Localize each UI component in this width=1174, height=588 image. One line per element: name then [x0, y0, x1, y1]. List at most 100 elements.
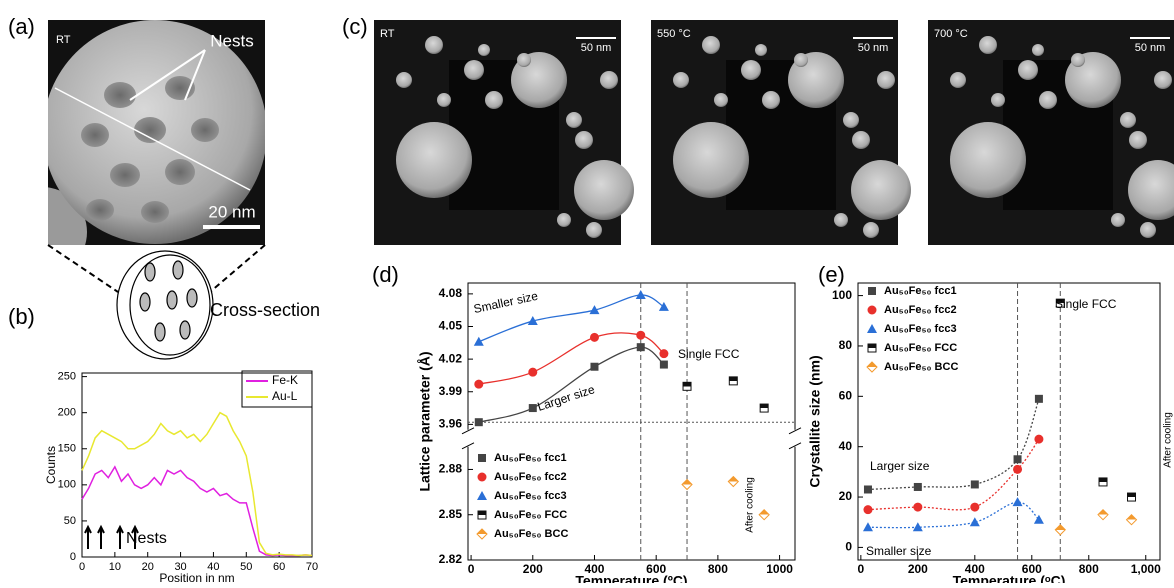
legend-label: Au₅₀Fe₅₀ fcc2 [494, 471, 567, 483]
annotation: Cross-section [210, 300, 320, 320]
x-tick-label: 50 [240, 561, 252, 573]
x-tick-label: 800 [1079, 562, 1099, 576]
particle [1129, 131, 1147, 149]
fit-curve [867, 438, 1040, 511]
particle [485, 91, 503, 109]
particle [1071, 53, 1085, 67]
scale-label: 50 nm [581, 42, 612, 54]
annotation: Nests [210, 31, 253, 50]
point [969, 517, 980, 527]
x-tick-label: 30 [174, 561, 186, 573]
particle [586, 222, 602, 238]
x-tick-label: 400 [584, 562, 604, 576]
y-tick-label: 80 [839, 338, 853, 352]
particle [702, 36, 720, 54]
point [635, 289, 646, 299]
axis [467, 446, 796, 561]
arrow [97, 524, 105, 549]
axis-break [788, 442, 802, 450]
point [528, 367, 538, 377]
legend-label: Au₅₀Fe₅₀ fcc3 [494, 490, 567, 502]
image-label: RT [380, 28, 395, 40]
y-tick-label: 0 [845, 540, 852, 554]
particle [1154, 71, 1172, 89]
x-tick-label: 600 [646, 562, 666, 576]
panel-label: (e) [818, 262, 845, 287]
image-label: 700 °C [934, 28, 968, 40]
particle [575, 131, 593, 149]
particle [741, 60, 761, 80]
annotation: After cooling [1163, 412, 1174, 468]
axis-break [461, 427, 475, 435]
particle [673, 72, 689, 88]
point [970, 480, 979, 489]
point [1012, 497, 1023, 507]
y-tick-label: 50 [64, 515, 76, 527]
particle [574, 160, 634, 220]
x-axis-title: Position in nm [159, 571, 234, 583]
x-axis-title: Temperature (ºC) [575, 573, 687, 583]
x-tick-label: 0 [858, 562, 865, 576]
particle [979, 36, 997, 54]
x-tick-label: 600 [1022, 562, 1042, 576]
y-tick-label: 2.88 [439, 462, 463, 476]
scale-label: 20 nm [208, 202, 255, 221]
point [477, 491, 487, 500]
legend-label: Au-L [272, 389, 298, 403]
panel-label: (b) [8, 304, 35, 329]
y-tick-label: 3.99 [439, 384, 463, 398]
particle [1128, 160, 1174, 220]
y-tick-label: 100 [58, 479, 76, 491]
y-tick-label: 40 [839, 439, 853, 453]
particle [843, 112, 859, 128]
x-tick-label: 40 [207, 561, 219, 573]
legend-label: Au₅₀Fe₅₀ BCC [494, 528, 568, 540]
point [1127, 492, 1137, 502]
y-tick-label: 2.82 [439, 552, 463, 566]
y-tick-label: 100 [832, 288, 852, 302]
scale-bar [853, 37, 893, 39]
point [759, 403, 769, 413]
arrow [84, 524, 92, 549]
y-tick-label: 200 [58, 407, 76, 419]
scale-label: 50 nm [1135, 42, 1166, 54]
particle [566, 112, 582, 128]
scale-label: 50 nm [858, 42, 889, 54]
point [476, 528, 488, 540]
point [682, 381, 692, 391]
particle [437, 93, 451, 107]
legend-box [241, 370, 313, 408]
particle [600, 71, 618, 89]
legend-label: Au₅₀Fe₅₀ FCC [494, 509, 567, 521]
point [1034, 434, 1044, 444]
point [589, 332, 599, 342]
legend-label: Au₅₀Fe₅₀ BCC [884, 361, 958, 373]
particle [396, 72, 412, 88]
axis [467, 282, 796, 430]
axis-break [788, 427, 802, 435]
annotation: Smaller size [472, 289, 539, 316]
point [867, 343, 877, 353]
x-tick-label: 10 [109, 561, 121, 573]
axis [81, 372, 313, 558]
x-tick-label: 200 [523, 562, 543, 576]
point [728, 376, 738, 386]
particle [714, 93, 728, 107]
legend-label: Au₅₀Fe₅₀ FCC [884, 342, 957, 354]
x-tick-label: 20 [142, 561, 154, 573]
y-axis-title: Lattice parameter (Å) [417, 351, 433, 491]
y-tick-label: 250 [58, 371, 76, 383]
particle [425, 36, 443, 54]
y-tick-label: 20 [839, 489, 853, 503]
point [1125, 514, 1138, 526]
point [868, 287, 876, 295]
y-tick-label: 60 [839, 388, 853, 402]
y-tick-label: 4.08 [439, 286, 463, 300]
point [1013, 464, 1023, 474]
axis-break [461, 442, 475, 450]
particle [673, 122, 749, 198]
image-label: 550 °C [657, 28, 691, 40]
particle [1032, 44, 1044, 56]
point [867, 305, 877, 315]
point [589, 305, 600, 315]
